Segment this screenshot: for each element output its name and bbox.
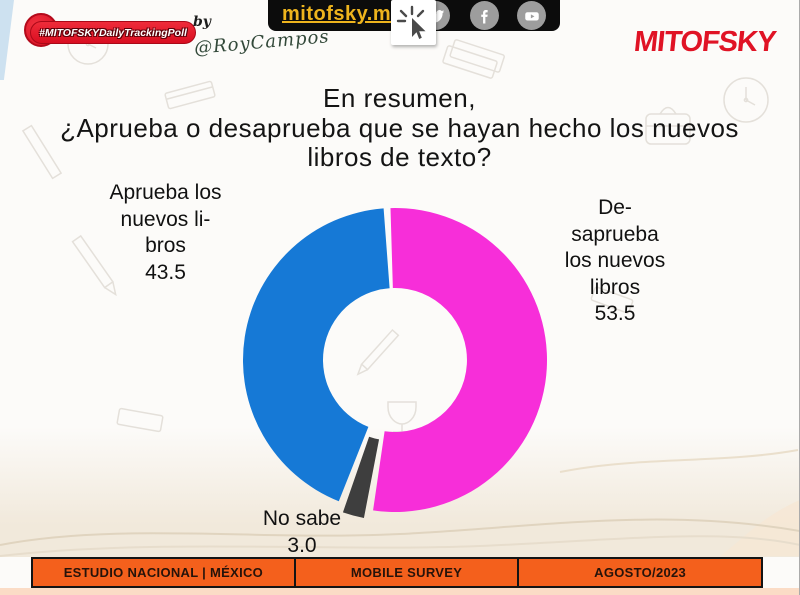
badge-label: #MITOFSKYDailyTrackingPoll — [39, 26, 187, 39]
donut-segment-0 — [373, 208, 548, 513]
segment-label-aprueba: Aprueba los nuevos li- bros 43.5 — [109, 181, 222, 284]
site-link[interactable]: mitofsky.m — [282, 3, 392, 25]
daily-tracking-poll-badge: #MITOFSKYDailyTrackingPoll — [10, 12, 196, 60]
click-cursor-icon — [391, 0, 436, 45]
title-line2: ¿Aprueba o desaprueba que se hayan hecho… — [60, 112, 739, 143]
footer-cell-date: AGOSTO/2023 — [594, 565, 687, 580]
donut-segment-1 — [342, 436, 380, 518]
facebook-icon[interactable] — [470, 1, 499, 30]
poll-question-title: En resumen, ¿Aprueba o desaprueba que se… — [0, 83, 799, 173]
youtube-icon[interactable] — [517, 1, 546, 30]
author-signature: @RoyCampos — [193, 26, 331, 59]
donut-segment-2 — [243, 208, 390, 502]
footer-cell-method: MOBILE SURVEY — [296, 559, 520, 586]
segment-label-no-sabe: No sabe 3.0 — [262, 507, 342, 557]
footer-cell-study: ESTUDIO NACIONAL | MÉXICO — [33, 559, 296, 586]
donut-chart — [243, 208, 548, 518]
title-line3: libros de texto? — [307, 142, 492, 172]
by-label: by — [193, 14, 211, 30]
segment-label-desaprueba: De- saprueba los nuevos libros 53.5 — [564, 196, 666, 325]
bottom-strip-art — [0, 588, 799, 595]
footer-bar: ESTUDIO NACIONAL | MÉXICO MOBILE SURVEY … — [31, 557, 763, 588]
title-line1: En resumen, — [323, 83, 476, 113]
mitofsky-logo: MITOFSKY — [632, 26, 777, 58]
